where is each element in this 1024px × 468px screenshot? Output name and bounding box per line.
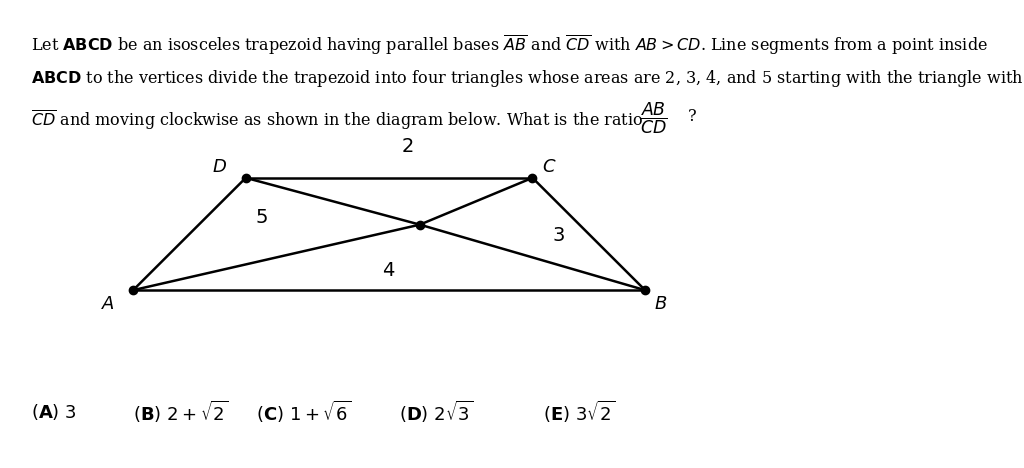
- Text: $4$: $4$: [382, 263, 396, 280]
- Text: $(\mathbf{B})\ 2+\sqrt{2}$: $(\mathbf{B})\ 2+\sqrt{2}$: [133, 399, 228, 425]
- Text: $\dfrac{AB}{CD}$: $\dfrac{AB}{CD}$: [640, 101, 668, 136]
- Text: $3$: $3$: [552, 227, 564, 245]
- Text: $(\mathbf{C})\ 1+\sqrt{6}$: $(\mathbf{C})\ 1+\sqrt{6}$: [256, 399, 351, 425]
- Text: ?: ?: [688, 108, 696, 124]
- Text: $(\mathbf{D})\ 2\sqrt{3}$: $(\mathbf{D})\ 2\sqrt{3}$: [399, 399, 474, 425]
- Text: $D$: $D$: [212, 158, 227, 176]
- Text: $\mathbf{ABCD}$ to the vertices divide the trapezoid into four triangles whose a: $\mathbf{ABCD}$ to the vertices divide t…: [31, 68, 1024, 89]
- Text: $A$: $A$: [100, 295, 115, 313]
- Text: $2$: $2$: [401, 139, 414, 156]
- Text: $\overline{CD}$ and moving clockwise as shown in the diagram below. What is the : $\overline{CD}$ and moving clockwise as …: [31, 108, 643, 132]
- Text: $(\mathbf{A})\ 3$: $(\mathbf{A})\ 3$: [31, 402, 77, 422]
- Text: Let $\mathbf{ABCD}$ be an isosceles trapezoid having parallel bases $\overline{A: Let $\mathbf{ABCD}$ be an isosceles trap…: [31, 33, 988, 57]
- Text: $5$: $5$: [255, 209, 267, 227]
- Text: $(\mathbf{E})\ 3\sqrt{2}$: $(\mathbf{E})\ 3\sqrt{2}$: [543, 399, 614, 425]
- Text: $B$: $B$: [654, 295, 668, 313]
- Text: $C$: $C$: [542, 158, 556, 176]
